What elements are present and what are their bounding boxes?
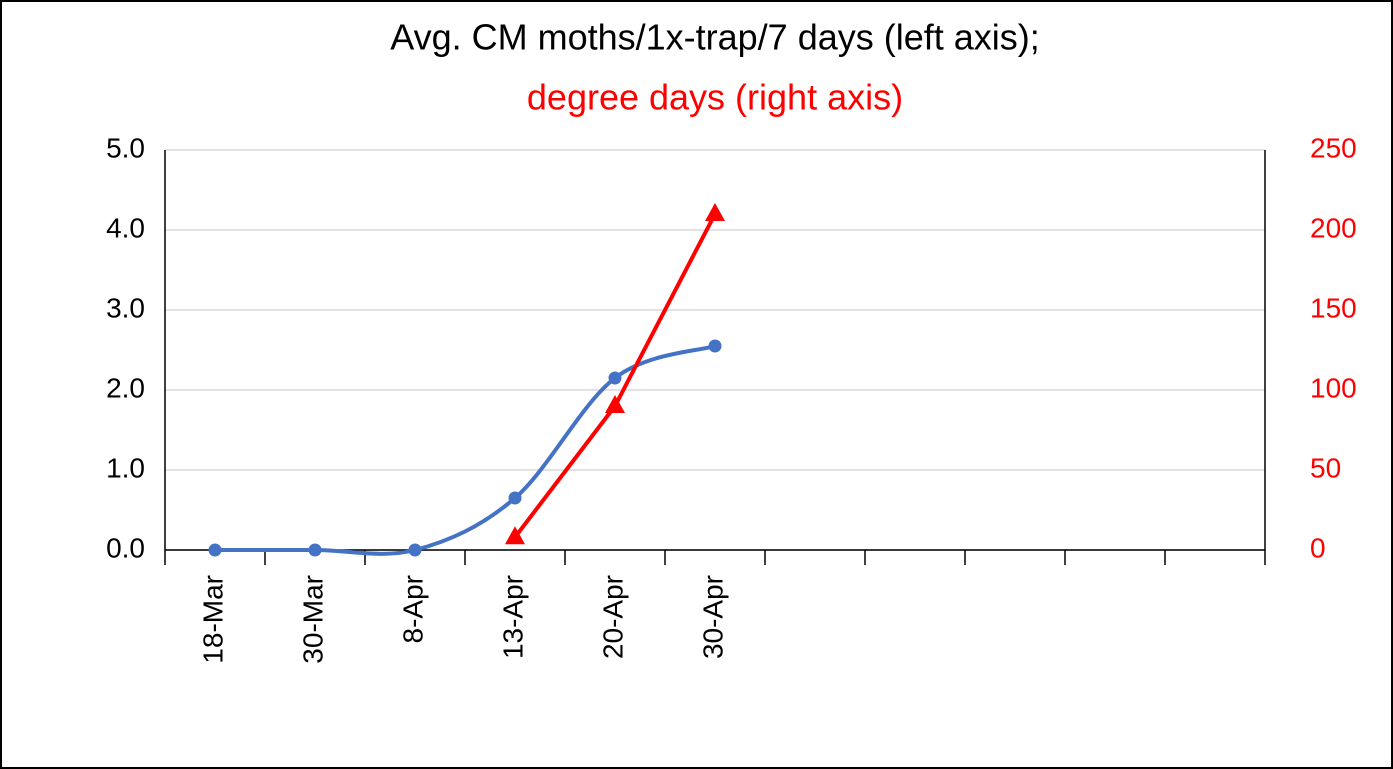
- y-tick-label: 4.0: [106, 212, 145, 243]
- y-tick-label: 5.0: [106, 132, 145, 163]
- series-marker: [608, 371, 622, 385]
- y2-tick-label: 50: [1310, 452, 1341, 483]
- series-marker: [208, 543, 222, 557]
- x-tick-label: 30-Mar: [297, 575, 328, 664]
- y2-tick-label: 200: [1310, 212, 1357, 243]
- series-marker: [505, 526, 525, 545]
- x-tick-label: 30-Apr: [697, 575, 728, 659]
- series-marker: [605, 395, 625, 413]
- y-tick-label: 2.0: [106, 372, 145, 403]
- series-marker: [308, 543, 322, 557]
- y2-tick-label: 100: [1310, 372, 1357, 403]
- y2-tick-label: 250: [1310, 132, 1357, 163]
- x-tick-label: 18-Mar: [197, 575, 228, 664]
- y-tick-label: 3.0: [106, 292, 145, 323]
- series-marker: [508, 491, 522, 505]
- series-marker: [708, 339, 722, 353]
- series-marker: [705, 203, 725, 221]
- y2-tick-label: 0: [1310, 532, 1326, 563]
- y2-tick-label: 150: [1310, 292, 1357, 323]
- series-marker: [408, 543, 422, 557]
- x-tick-label: 20-Apr: [597, 575, 628, 659]
- x-tick-label: 8-Apr: [397, 575, 428, 643]
- y-tick-label: 0.0: [106, 532, 145, 563]
- y-tick-label: 1.0: [106, 452, 145, 483]
- chart-subtitle: degree days (right axis): [527, 77, 903, 118]
- x-tick-label: 13-Apr: [497, 575, 528, 659]
- chart-title: Avg. CM moths/1x-trap/7 days (left axis)…: [390, 17, 1040, 58]
